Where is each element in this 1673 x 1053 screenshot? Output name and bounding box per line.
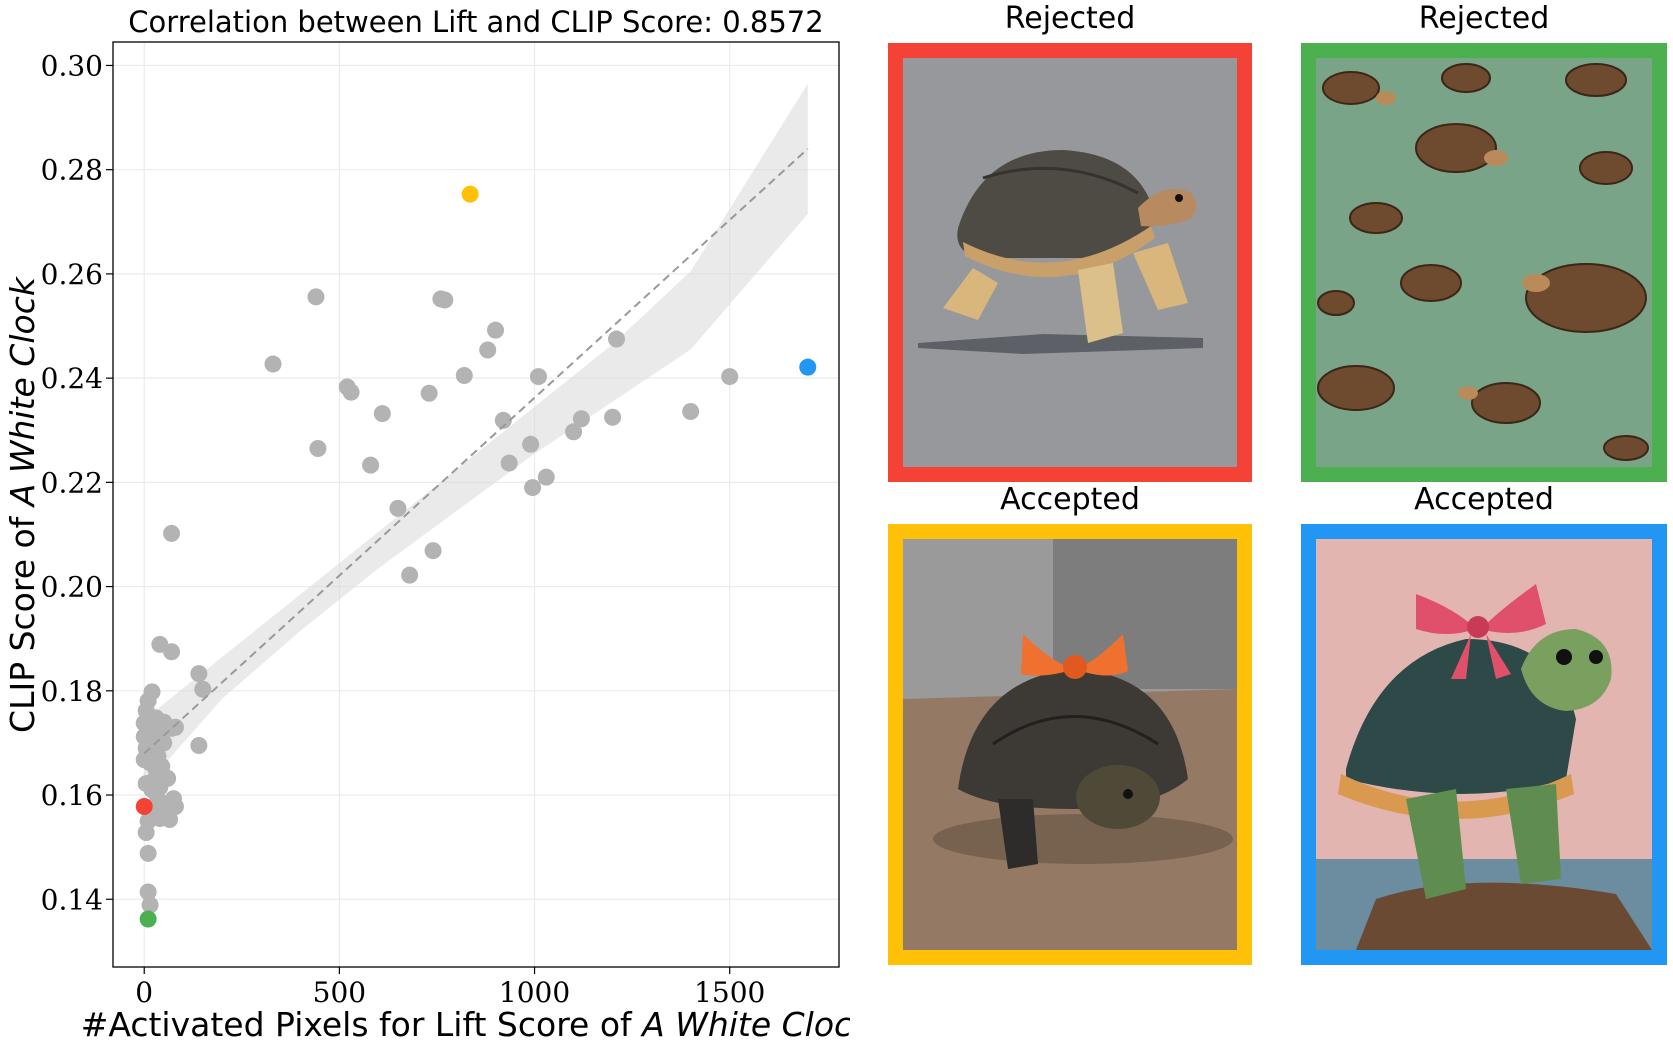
regression-line [143, 148, 809, 755]
data-point [721, 368, 739, 386]
data-point [500, 454, 518, 472]
data-point [139, 910, 157, 928]
data-point [163, 643, 181, 661]
y-tick-label: 0.22 [41, 466, 103, 499]
y-axis-label: CLIP Score of A White Clock [3, 275, 42, 733]
x-tick-label: 1500 [694, 976, 765, 1009]
y-axis-label-italic: A White Clock [3, 275, 42, 508]
data-point [524, 479, 542, 497]
data-point [161, 811, 179, 829]
data-point [799, 358, 817, 376]
image-frame-amber [888, 524, 1252, 965]
x-axis-label-prefix: #Activated Pixels for Lift Score of [81, 1005, 642, 1044]
grid-lines [113, 42, 839, 967]
data-point [608, 330, 626, 348]
data-point [522, 435, 540, 453]
data-point [424, 542, 442, 560]
data-point [194, 680, 212, 698]
y-tick-label: 0.26 [41, 258, 103, 291]
tortoise-orange-bow-image [903, 539, 1237, 950]
data-point [537, 468, 555, 486]
data-point [529, 368, 547, 386]
data-point [137, 824, 155, 842]
data-point [389, 499, 407, 517]
data-point [401, 566, 419, 584]
data-point [373, 405, 391, 423]
data-point [461, 185, 479, 203]
panel-title: Rejected [1004, 1, 1136, 36]
data-point [479, 341, 497, 359]
scatter-chart: 0 500 1000 1500 0.14 0.16 0.18 0.20 0.22 0.24 0.26… [3, 5, 850, 1044]
image-frame-red [888, 43, 1252, 482]
y-tick-label: 0.18 [41, 675, 103, 708]
data-point [190, 665, 208, 683]
panel-rejected-red: Rejected [888, 1, 1252, 482]
data-point [487, 321, 505, 339]
chart-title: Correlation between Lift and CLIP Score:… [128, 5, 823, 39]
panel-accepted-amber: Accepted [888, 482, 1252, 965]
y-tick-label: 0.16 [41, 779, 103, 812]
data-point [420, 384, 438, 402]
image-frame-blue [1301, 524, 1667, 965]
data-point [135, 797, 153, 815]
data-point [682, 402, 700, 420]
y-tick-label: 0.20 [41, 571, 103, 604]
data-point [141, 896, 159, 914]
data-point [436, 291, 454, 309]
panel-rejected-green: Rejected [1301, 1, 1667, 482]
tortoise-gray-background-image [903, 58, 1237, 467]
y-tick-label: 0.24 [41, 362, 103, 395]
plot-frame [112, 41, 840, 968]
tortoise-pattern-image [1316, 58, 1652, 467]
confidence-band-layer [144, 83, 808, 788]
panel-title: Rejected [1418, 1, 1550, 36]
x-tick-label: 0 [135, 976, 153, 1009]
data-point [342, 383, 360, 401]
x-axis-label: #Activated Pixels for Lift Score of A Wh… [81, 1005, 850, 1044]
y-tick-label: 0.14 [41, 883, 103, 916]
confidence-band [144, 83, 808, 788]
x-axis-label-italic: A White Clock [640, 1005, 850, 1044]
data-point [572, 410, 590, 428]
data-point [163, 524, 181, 542]
data-point [139, 883, 157, 901]
y-axis-label-prefix: CLIP Score of [3, 506, 42, 733]
panel-title: Accepted [1414, 482, 1554, 517]
data-point [139, 844, 157, 862]
data-point [307, 288, 325, 306]
data-point [455, 367, 473, 385]
data-point [309, 439, 327, 457]
data-point [494, 411, 512, 429]
data-point [604, 408, 622, 426]
data-points [135, 148, 817, 928]
x-tick-label: 1000 [499, 976, 570, 1009]
turtle-pink-bow-image [1316, 539, 1652, 950]
x-tick-label: 500 [313, 976, 366, 1009]
panel-title: Accepted [1000, 482, 1140, 517]
data-point [190, 737, 208, 755]
data-point [362, 456, 380, 474]
data-point [264, 355, 282, 373]
image-frame-green [1301, 43, 1667, 482]
y-tick-label: 0.30 [41, 49, 103, 82]
data-point [565, 423, 583, 441]
panel-accepted-blue: Accepted [1301, 482, 1667, 965]
y-tick-label: 0.28 [41, 154, 103, 187]
axis-ticks: 0 500 1000 1500 0.14 0.16 0.18 0.20 0.22 0.24 0.26… [41, 49, 766, 1009]
